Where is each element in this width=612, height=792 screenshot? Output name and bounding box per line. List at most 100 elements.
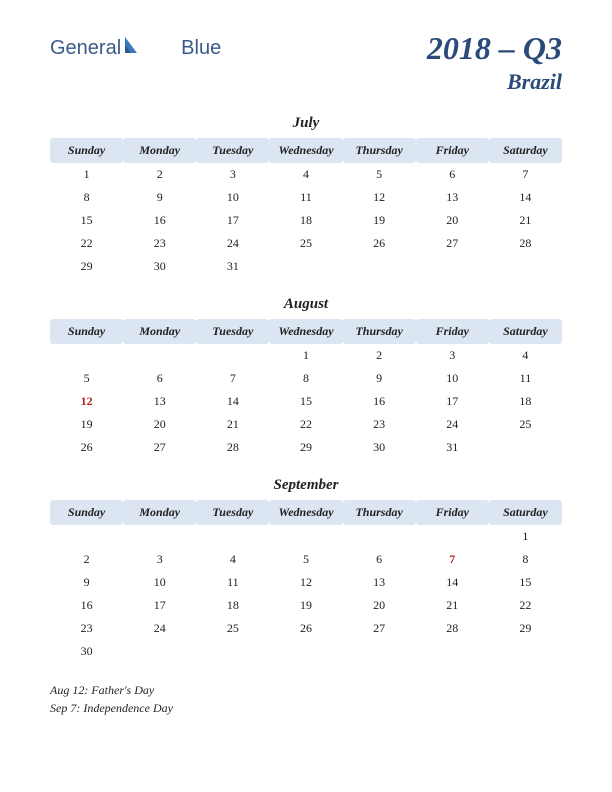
day-cell: 23 — [50, 617, 123, 640]
month-block: SeptemberSundayMondayTuesdayWednesdayThu… — [50, 477, 562, 663]
day-header: Sunday — [50, 319, 123, 344]
period-title: 2018 – Q3 — [427, 30, 562, 67]
month-block: July SundayMondayTuesdayWednesdayThursday… — [50, 115, 562, 278]
day-cell: 8 — [50, 186, 123, 209]
day-header: Friday — [416, 500, 489, 525]
day-cell: 24 — [123, 617, 196, 640]
day-cell: 4 — [489, 344, 562, 367]
day-cell — [50, 525, 123, 548]
day-cell: 19 — [269, 594, 342, 617]
day-cell: 11 — [196, 571, 269, 594]
day-cell: 28 — [196, 436, 269, 459]
day-cell: 10 — [416, 367, 489, 390]
day-header: Friday — [416, 319, 489, 344]
day-cell: 26 — [50, 436, 123, 459]
day-cell: 25 — [196, 617, 269, 640]
table-row: 2345678 — [50, 548, 562, 571]
day-cell: 5 — [269, 548, 342, 571]
day-cell: 29 — [50, 255, 123, 278]
day-cell: 23 — [123, 232, 196, 255]
day-cell: 21 — [416, 594, 489, 617]
day-header: Saturday — [489, 319, 562, 344]
day-cell: 9 — [123, 186, 196, 209]
table-row: 23242526272829 — [50, 617, 562, 640]
day-cell: 1 — [50, 163, 123, 186]
day-cell — [123, 344, 196, 367]
day-cell: 26 — [343, 232, 416, 255]
day-cell: 21 — [489, 209, 562, 232]
day-cell — [489, 436, 562, 459]
day-header: Monday — [123, 500, 196, 525]
day-cell: 3 — [196, 163, 269, 186]
day-cell: 16 — [50, 594, 123, 617]
day-header: Monday — [123, 138, 196, 163]
day-header: Saturday — [489, 500, 562, 525]
table-row: 1 — [50, 525, 562, 548]
month-name: July — [50, 115, 562, 132]
day-cell — [269, 525, 342, 548]
day-cell: 14 — [416, 571, 489, 594]
day-cell: 30 — [343, 436, 416, 459]
day-cell: 14 — [489, 186, 562, 209]
day-cell: 8 — [489, 548, 562, 571]
day-cell: 20 — [123, 413, 196, 436]
day-cell: 21 — [196, 413, 269, 436]
day-cell — [50, 344, 123, 367]
table-row: 15161718192021 — [50, 209, 562, 232]
day-cell: 1 — [269, 344, 342, 367]
calendar-table: SundayMondayTuesdayWednesdayThursdayFrid… — [50, 138, 562, 278]
day-cell: 3 — [416, 344, 489, 367]
day-cell: 7 — [196, 367, 269, 390]
day-cell: 10 — [123, 571, 196, 594]
day-cell: 26 — [269, 617, 342, 640]
day-cell: 25 — [489, 413, 562, 436]
day-cell: 4 — [196, 548, 269, 571]
day-cell: 17 — [123, 594, 196, 617]
day-cell — [269, 640, 342, 663]
month-block: AugustSundayMondayTuesdayWednesdayThursd… — [50, 296, 562, 459]
day-cell: 18 — [269, 209, 342, 232]
day-cell: 6 — [123, 367, 196, 390]
day-cell: 28 — [489, 232, 562, 255]
day-header: Sunday — [50, 138, 123, 163]
country-title: Brazil — [427, 69, 562, 95]
day-cell: 24 — [196, 232, 269, 255]
day-header: Tuesday — [196, 319, 269, 344]
day-header: Wednesday — [269, 138, 342, 163]
day-header: Monday — [123, 319, 196, 344]
day-cell: 31 — [196, 255, 269, 278]
table-row: 262728293031 — [50, 436, 562, 459]
day-cell: 8 — [269, 367, 342, 390]
day-cell — [343, 525, 416, 548]
day-cell: 5 — [50, 367, 123, 390]
day-cell: 20 — [416, 209, 489, 232]
title-block: 2018 – Q3 Brazil — [427, 30, 562, 95]
day-cell: 29 — [269, 436, 342, 459]
day-cell: 15 — [50, 209, 123, 232]
day-header: Thursday — [343, 319, 416, 344]
day-cell: 30 — [50, 640, 123, 663]
day-header: Friday — [416, 138, 489, 163]
day-cell — [196, 640, 269, 663]
day-cell: 12 — [343, 186, 416, 209]
header: General Blue 2018 – Q3 Brazil — [50, 30, 562, 95]
day-cell: 31 — [416, 436, 489, 459]
day-header: Thursday — [343, 138, 416, 163]
table-row: 891011121314 — [50, 186, 562, 209]
day-cell — [489, 255, 562, 278]
day-cell: 18 — [489, 390, 562, 413]
table-row: 567891011 — [50, 367, 562, 390]
table-row: 22232425262728 — [50, 232, 562, 255]
day-cell: 7 — [416, 548, 489, 571]
table-row: 19202122232425 — [50, 413, 562, 436]
day-cell: 2 — [123, 163, 196, 186]
table-row: 1234567 — [50, 163, 562, 186]
day-cell — [489, 640, 562, 663]
day-cell: 16 — [123, 209, 196, 232]
day-cell — [416, 525, 489, 548]
day-cell: 15 — [269, 390, 342, 413]
table-row: 30 — [50, 640, 562, 663]
day-cell — [343, 255, 416, 278]
day-cell: 23 — [343, 413, 416, 436]
day-cell — [416, 640, 489, 663]
